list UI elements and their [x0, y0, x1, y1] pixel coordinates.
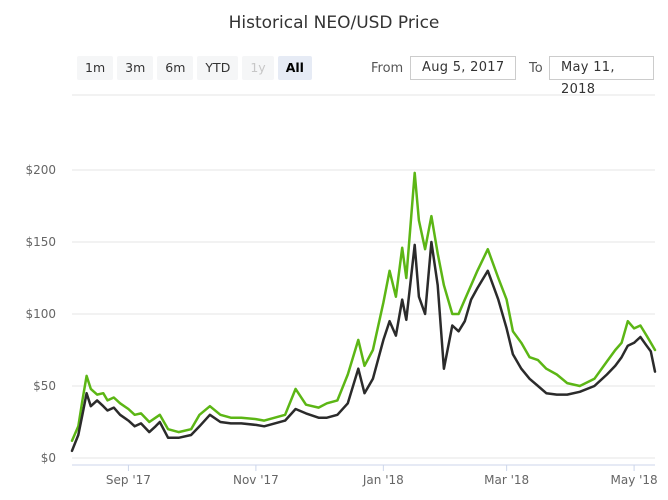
- series-line-1: [70, 171, 657, 442]
- range-button-all[interactable]: All: [277, 56, 312, 80]
- y-tick-label: $200: [25, 163, 56, 177]
- x-tick-label: Sep '17: [106, 473, 151, 487]
- from-label: From: [371, 61, 404, 76]
- x-tick-label: Nov '17: [233, 473, 279, 487]
- y-tick-label: $50: [33, 379, 56, 393]
- range-button-ytd[interactable]: YTD: [197, 56, 239, 80]
- range-selector: 1m 3m 6m YTD 1y All: [77, 56, 316, 80]
- range-button-6m[interactable]: 6m: [157, 56, 194, 80]
- chart-title: Historical NEO/USD Price: [228, 13, 440, 33]
- range-button-3m[interactable]: 3m: [117, 56, 154, 80]
- series-line-2: [70, 240, 657, 453]
- range-button-1y: 1y: [242, 56, 274, 80]
- x-tick-label: May '18: [611, 473, 658, 487]
- to-label: To: [529, 61, 543, 76]
- y-tick-label: $100: [25, 307, 56, 321]
- x-tick-label: Mar '18: [484, 473, 529, 487]
- from-date-input[interactable]: Aug 5, 2017: [410, 56, 516, 80]
- range-button-1m[interactable]: 1m: [77, 56, 114, 80]
- y-tick-label: $0: [41, 451, 56, 465]
- x-tick-label: Jan '18: [362, 473, 404, 487]
- y-tick-label: $150: [25, 235, 56, 249]
- to-date-input[interactable]: May 11, 2018: [549, 56, 654, 97]
